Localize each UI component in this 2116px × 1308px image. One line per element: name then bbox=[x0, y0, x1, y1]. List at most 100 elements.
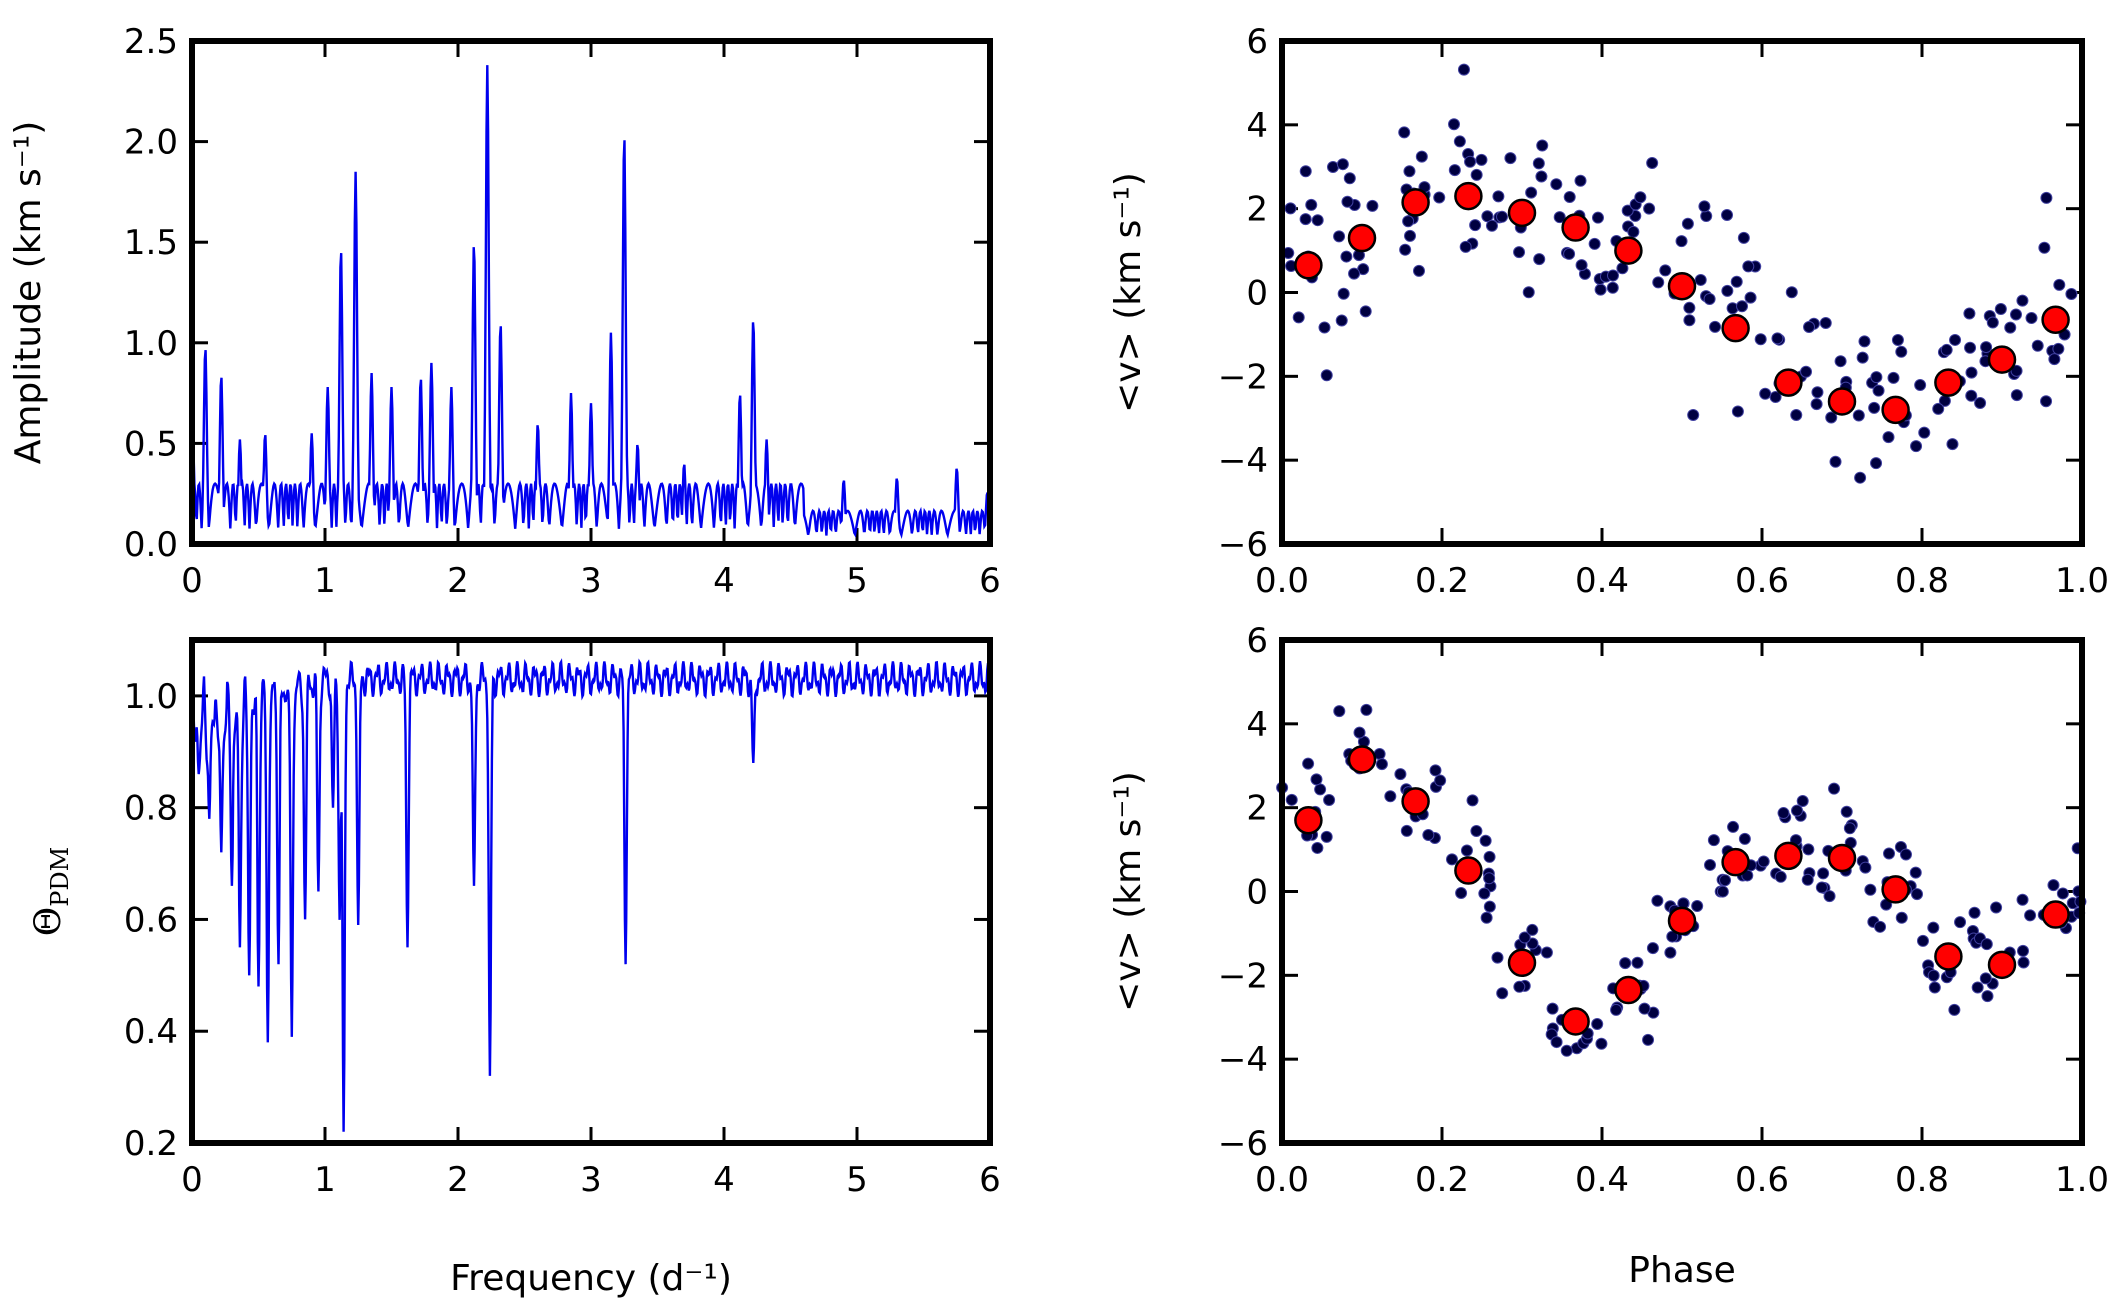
measurement-point bbox=[1518, 931, 1531, 944]
binned-mean-point bbox=[1721, 313, 1750, 343]
measurement-point bbox=[1311, 841, 1324, 854]
binned-mean-point bbox=[1401, 787, 1430, 816]
binned-mean-point bbox=[1721, 847, 1750, 877]
y-tick-label: 0.0 bbox=[124, 525, 178, 565]
measurement-point bbox=[1415, 150, 1428, 163]
measurement-point bbox=[1817, 867, 1830, 880]
measurement-point bbox=[1828, 782, 1841, 795]
measurement-point bbox=[1757, 855, 1770, 868]
binned-mean-point bbox=[1561, 1007, 1590, 1036]
y-tick-label: 1.5 bbox=[124, 223, 178, 263]
x-tick-label: 3 bbox=[580, 1160, 602, 1200]
y-tick-label: 1.0 bbox=[124, 324, 178, 364]
measurement-point bbox=[2056, 887, 2069, 900]
individual-measurements bbox=[1282, 63, 2078, 484]
measurement-point bbox=[1595, 1037, 1608, 1050]
measurement-point bbox=[1825, 411, 1838, 424]
measurement-point bbox=[1540, 946, 1553, 959]
pdm-theta-panel: 0 1 2 3 4 5 6 0.2 0.4 0.6 0.8 1.0 ΘPDM Frequency (d⁻¹… bbox=[28, 637, 1001, 1299]
measurement-point bbox=[1483, 900, 1496, 913]
x-tick-label: 0.6 bbox=[1735, 561, 1789, 601]
y-tick-label: 2 bbox=[1246, 789, 1268, 829]
measurement-point bbox=[1496, 987, 1509, 1000]
measurement-point bbox=[1453, 135, 1466, 148]
measurement-point bbox=[1323, 793, 1336, 806]
measurement-point bbox=[1591, 211, 1604, 224]
measurement-point bbox=[2047, 879, 2060, 892]
binned-mean-point bbox=[1454, 181, 1483, 211]
x-tick-label: 6 bbox=[979, 561, 1001, 601]
binned-mean-point bbox=[1881, 875, 1910, 904]
measurement-point bbox=[1591, 1018, 1604, 1031]
measurement-point bbox=[1466, 794, 1479, 807]
measurement-point bbox=[1721, 284, 1734, 297]
x-tick-label: 1 bbox=[314, 561, 336, 601]
measurement-point bbox=[1448, 164, 1461, 177]
measurement-point bbox=[1737, 231, 1750, 244]
measurement-point bbox=[1829, 455, 1842, 468]
measurement-point bbox=[1333, 230, 1346, 243]
measurement-point bbox=[1481, 210, 1494, 223]
measurement-point bbox=[1910, 440, 1923, 453]
measurement-point bbox=[1532, 157, 1545, 170]
axes-frame bbox=[1279, 38, 2085, 547]
measurement-point bbox=[2038, 241, 2051, 254]
measurement-point bbox=[1721, 208, 1734, 221]
measurement-point bbox=[1802, 843, 1815, 856]
y-tick-label: 2 bbox=[1246, 190, 1268, 230]
measurement-point bbox=[1899, 848, 1912, 861]
axes-frame bbox=[1279, 637, 2085, 1146]
measurement-point bbox=[1478, 887, 1491, 900]
binned-mean-point bbox=[1294, 805, 1323, 835]
measurement-point bbox=[1563, 190, 1576, 203]
measurement-point bbox=[1965, 389, 1978, 402]
measurement-point bbox=[1305, 198, 1318, 211]
measurement-point bbox=[1642, 1033, 1655, 1046]
x-axis-label: Phase bbox=[1628, 1250, 1736, 1291]
x-tick-label: 0 bbox=[181, 561, 203, 601]
measurement-point bbox=[1683, 314, 1696, 327]
measurement-point bbox=[1404, 229, 1417, 242]
measurement-point bbox=[1553, 211, 1566, 224]
binned-mean-point bbox=[1827, 843, 1857, 873]
measurement-point bbox=[1533, 253, 1546, 266]
measurement-point bbox=[1738, 832, 1751, 845]
measurement-point bbox=[1687, 408, 1700, 421]
measurement-point bbox=[1911, 888, 1924, 901]
measurement-point bbox=[1882, 431, 1895, 444]
measurement-point bbox=[1834, 355, 1847, 368]
measurement-point bbox=[1447, 118, 1460, 131]
measurement-point bbox=[1574, 174, 1587, 187]
measurement-point bbox=[1399, 243, 1412, 256]
measurement-point bbox=[1949, 333, 1962, 346]
measurement-point bbox=[1986, 316, 1999, 329]
measurement-point bbox=[1932, 402, 1945, 415]
measurement-point bbox=[1709, 320, 1722, 333]
measurement-point bbox=[1412, 264, 1425, 277]
measurement-point bbox=[1868, 401, 1881, 414]
y-tick-label: 1.0 bbox=[124, 677, 178, 717]
x-tick-label: 0 bbox=[181, 1160, 203, 1200]
measurement-point bbox=[1336, 158, 1349, 171]
measurement-point bbox=[1314, 783, 1327, 796]
binned-mean-point bbox=[1934, 942, 1963, 971]
measurement-point bbox=[1968, 906, 1981, 919]
binned-mean-point bbox=[1987, 950, 2017, 980]
measurement-point bbox=[1513, 980, 1526, 993]
measurement-point bbox=[1343, 172, 1356, 185]
measurement-point bbox=[1928, 981, 1941, 994]
measurement-point bbox=[1796, 795, 1809, 808]
measurement-point bbox=[1285, 793, 1298, 806]
measurement-point bbox=[1754, 333, 1767, 346]
x-tick-label: 5 bbox=[846, 561, 868, 601]
x-tick-label: 1.0 bbox=[2055, 1160, 2109, 1200]
binned-mean-point bbox=[1934, 368, 1963, 397]
measurement-point bbox=[1980, 341, 1993, 354]
x-tick-label: 6 bbox=[979, 1160, 1001, 1200]
measurement-point bbox=[1495, 210, 1508, 223]
y-tick-label: 0.6 bbox=[124, 900, 178, 940]
x-tick-label: 0.4 bbox=[1575, 1160, 1629, 1200]
measurement-point bbox=[1954, 916, 1967, 929]
y-tick-label: −6 bbox=[1218, 525, 1268, 565]
axes-frame bbox=[189, 637, 993, 1146]
